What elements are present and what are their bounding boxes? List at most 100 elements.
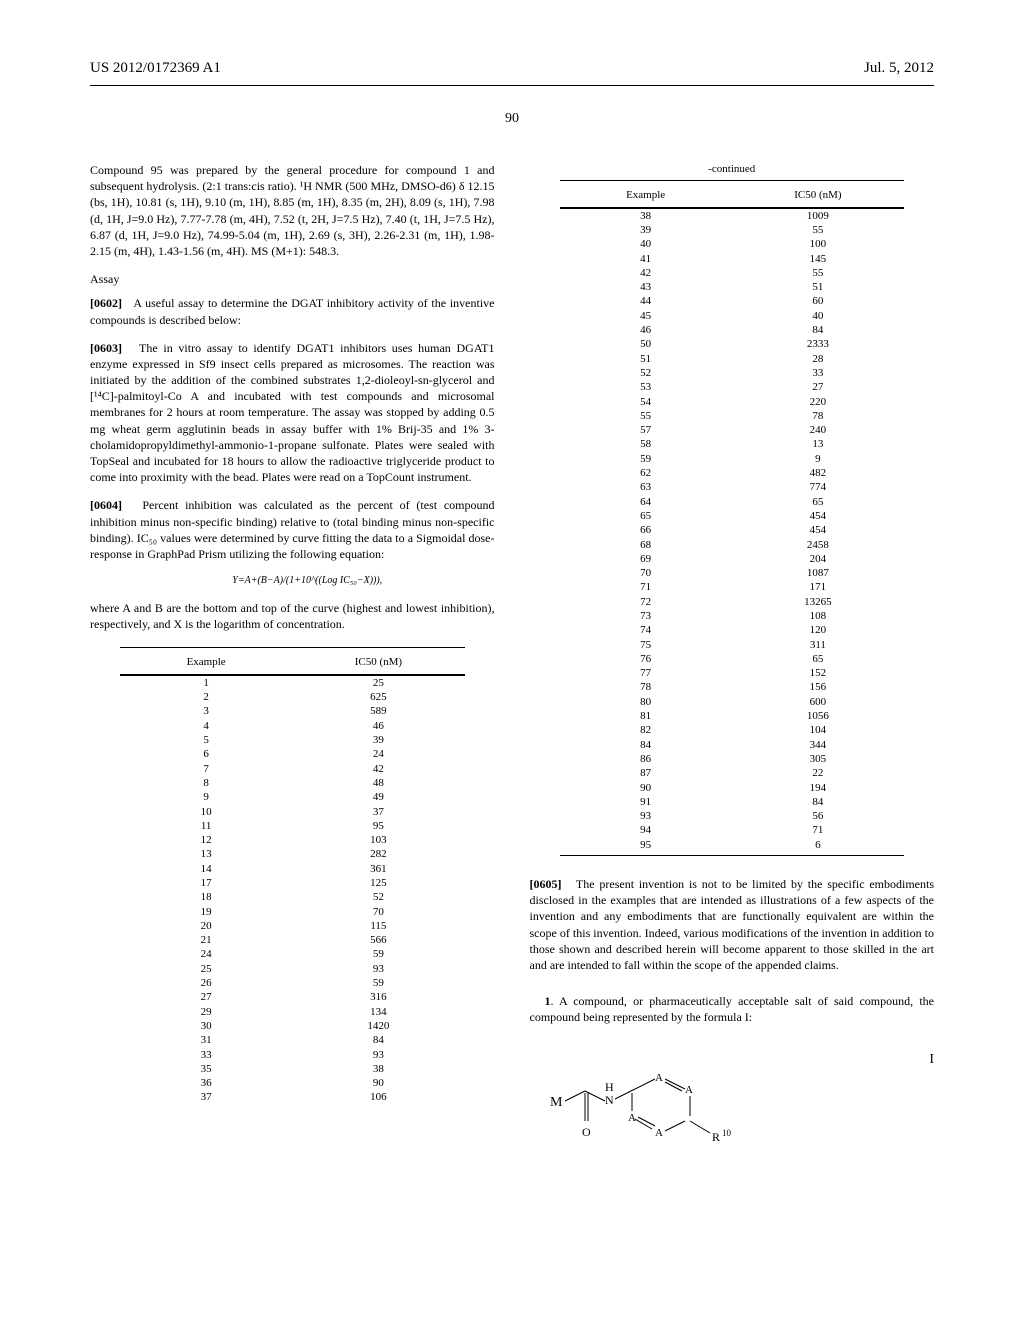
svg-text:A: A	[685, 1084, 693, 1096]
ic50-table-left: Example IC50 (nM) 1252625358944653962474…	[120, 647, 465, 1105]
table-cell-example: 70	[560, 566, 732, 580]
table-cell-example: 93	[560, 809, 732, 823]
table-cell-example: 43	[560, 280, 732, 294]
table-cell-example: 55	[560, 409, 732, 423]
table-row: 2625	[120, 690, 465, 704]
table-row: 3955	[560, 223, 905, 237]
table-cell-example: 77	[560, 666, 732, 680]
table-cell-ic50: 145	[732, 252, 904, 266]
table-row: 78156	[560, 680, 905, 694]
table-cell-example: 45	[560, 309, 732, 323]
table-row: 41145	[560, 252, 905, 266]
table-row: 5813	[560, 437, 905, 451]
svg-text:M: M	[550, 1095, 563, 1110]
table-cell-example: 9	[120, 790, 292, 804]
table-cell-ic50: 40	[732, 309, 904, 323]
table-row: 1852	[120, 890, 465, 904]
table-cell-ic50: 59	[292, 976, 464, 990]
svg-text:A: A	[655, 1072, 663, 1084]
table-cell-ic50: 600	[732, 695, 904, 709]
table-cell-ic50: 93	[292, 1048, 464, 1062]
table-row: 7665	[560, 652, 905, 666]
table-row: 29134	[120, 1005, 465, 1019]
patent-date: Jul. 5, 2012	[864, 60, 934, 77]
table-cell-ic50: 104	[732, 723, 904, 737]
table-row: 9471	[560, 823, 905, 837]
table-cell-ic50: 361	[292, 862, 464, 876]
table-cell-ic50: 28	[732, 352, 904, 366]
table-cell-ic50: 2333	[732, 337, 904, 351]
table-cell-ic50: 52	[292, 890, 464, 904]
para-0603: [0603] The in vitro assay to identify DG…	[90, 340, 495, 486]
table-row: 125	[120, 676, 465, 690]
table-cell-ic50: 9	[732, 452, 904, 466]
table-row: 3393	[120, 1048, 465, 1062]
table-cell-example: 11	[120, 819, 292, 833]
table-cell-example: 68	[560, 538, 732, 552]
table-row: 8722	[560, 766, 905, 780]
table-row: 682458	[560, 538, 905, 552]
table-row: 90194	[560, 781, 905, 795]
table-row: 742	[120, 762, 465, 776]
table-cell-ic50: 33	[732, 366, 904, 380]
table-cell-example: 74	[560, 623, 732, 637]
para-num-0604: [0604]	[90, 498, 122, 512]
table-cell-example: 94	[560, 823, 732, 837]
page-container: US 2012/0172369 A1 Jul. 5, 2012 90 Compo…	[0, 0, 1024, 1211]
table-row: 12103	[120, 833, 465, 847]
para-0604: [0604] Percent inhibition was calculated…	[90, 497, 495, 562]
table-row: 17125	[120, 876, 465, 890]
table-line-top	[120, 647, 465, 648]
table-cell-ic50: 774	[732, 480, 904, 494]
table-row: 57240	[560, 423, 905, 437]
table-cell-example: 39	[560, 223, 732, 237]
table-cell-ic50: 46	[292, 719, 464, 733]
table-row: 5128	[560, 352, 905, 366]
table-cell-ic50: 84	[732, 323, 904, 337]
table-cell-example: 36	[120, 1076, 292, 1090]
table-body-right: 3810093955401004114542554351446045404684…	[560, 209, 905, 852]
formula-svg: M H N O A A A	[540, 1051, 790, 1171]
table-cell-example: 17	[120, 876, 292, 890]
para-0605: [0605] The present invention is not to b…	[530, 876, 935, 973]
table-row: 7213265	[560, 595, 905, 609]
table-row: 14361	[120, 862, 465, 876]
table-row: 4540	[560, 309, 905, 323]
table-row: 1195	[120, 819, 465, 833]
table-cell-example: 2	[120, 690, 292, 704]
table-row: 13282	[120, 847, 465, 861]
table-row: 4460	[560, 294, 905, 308]
table-cell-example: 78	[560, 680, 732, 694]
table-cell-ic50: 305	[732, 752, 904, 766]
table-cell-example: 72	[560, 595, 732, 609]
assay-heading: Assay	[90, 271, 495, 287]
table-cell-ic50: 454	[732, 509, 904, 523]
table-cell-ic50: 454	[732, 523, 904, 537]
table-cell-example: 37	[120, 1090, 292, 1104]
table-row: 54220	[560, 395, 905, 409]
para-0605-text: The present invention is not to be limit…	[530, 877, 935, 972]
svg-text:A: A	[628, 1112, 636, 1124]
table-cell-ic50: 60	[732, 294, 904, 308]
table-cell-ic50: 65	[732, 652, 904, 666]
svg-text:10: 10	[722, 1128, 732, 1138]
table-cell-example: 91	[560, 795, 732, 809]
para-num-0605: [0605]	[530, 877, 562, 891]
table-row: 63774	[560, 480, 905, 494]
table-cell-example: 51	[560, 352, 732, 366]
table-cell-example: 26	[120, 976, 292, 990]
table-cell-ic50: 566	[292, 933, 464, 947]
table-cell-example: 50	[560, 337, 732, 351]
table-cell-example: 40	[560, 237, 732, 251]
table-cell-example: 25	[120, 962, 292, 976]
table-row: 82104	[560, 723, 905, 737]
table-cell-ic50: 1056	[732, 709, 904, 723]
table-cell-ic50: 108	[732, 609, 904, 623]
table-cell-example: 65	[560, 509, 732, 523]
table-cell-ic50: 55	[732, 266, 904, 280]
table-cell-example: 53	[560, 380, 732, 394]
table-cell-ic50: 6	[732, 838, 904, 852]
table-cell-example: 30	[120, 1019, 292, 1033]
table-cell-example: 54	[560, 395, 732, 409]
compound-95-para: Compound 95 was prepared by the general …	[90, 162, 495, 259]
